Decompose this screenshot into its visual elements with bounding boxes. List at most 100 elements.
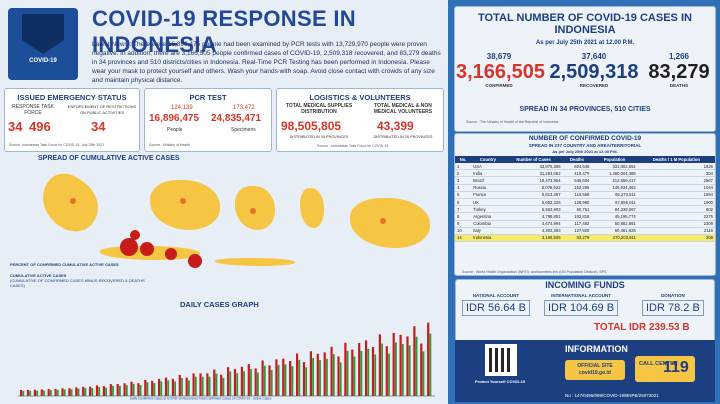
graph-bar (192, 373, 195, 396)
graph-bar (296, 353, 299, 396)
table-cell: 1694 (637, 191, 715, 199)
table-cell: 60,461,826 (591, 227, 638, 235)
graph-bar (378, 334, 381, 396)
indonesia-map (30, 165, 440, 273)
graph-bar (309, 351, 312, 396)
graph-bar (26, 389, 30, 396)
table-cell: 65,273,511 (591, 191, 638, 199)
graph-bar (351, 349, 354, 396)
case-bubble-papua (380, 218, 386, 224)
table-cell: 4 (455, 184, 472, 192)
graph-bar-recovered (125, 385, 128, 396)
graph-bar-recovered (263, 365, 266, 396)
table-cell: 2275 (637, 212, 715, 221)
graph-bar-recovered (250, 368, 252, 396)
graph-bar-recovered (146, 382, 149, 396)
table-cell: 7 (455, 205, 472, 214)
logistics-title: LOGISTICS & VOLUNTEERS (309, 93, 411, 102)
map-legend: PERCENT OF CONFIRMED CUMULATIVE ACTIVE C… (10, 262, 150, 288)
graph-bar-recovered (367, 348, 370, 396)
graph-bar (275, 359, 278, 396)
graph-bar-recovered (429, 333, 432, 396)
header-deaths-per-million: Deaths / 1 M Population (637, 156, 715, 163)
table-cell: 212,559,417 (591, 176, 638, 185)
graph-bar (227, 367, 230, 396)
papua-island (350, 198, 430, 248)
graph-bar-recovered (229, 371, 232, 396)
call-center-button[interactable]: CALL CENTER 119 (635, 356, 695, 382)
graph-bar (158, 378, 161, 396)
table-cell: 5 (455, 191, 472, 199)
table-subtitle: SPREAD IN 237 COUNTRY AND AREA/TERRITORI… (528, 142, 642, 148)
emergency-title: ISSUED EMERGENCY STATUS (17, 93, 127, 102)
graph-bar-recovered (43, 390, 45, 396)
table-header: No. Country Number of Cases Deaths Popul… (455, 156, 715, 163)
graph-bar-recovered (339, 362, 342, 396)
table-cell: 602 (637, 205, 715, 214)
qr-code-icon[interactable] (485, 344, 517, 376)
graph-bar-recovered (374, 354, 377, 396)
table-cell: 1,380,004,385 (591, 169, 638, 178)
donation-value: IDR 78.2 B (642, 300, 704, 316)
table-row: 4 Russia 6,078,522 152,296 145,934,462 1044 (455, 184, 715, 192)
table-row: 10 Italy 4,302,393 127,920 60,461,826 2116 (455, 227, 715, 235)
table-title-block: NUMBER OF CONFIRMED COVID-19 SPREAD IN 2… (458, 135, 712, 156)
case-bubble-jakarta (120, 238, 138, 256)
table-cell: 308 (637, 234, 715, 243)
graph-bar (199, 373, 202, 396)
table-cell: 419,470 (562, 169, 592, 178)
graph-bar-recovered (422, 351, 425, 396)
graph-bar (137, 383, 140, 396)
table-cell: 152,296 (562, 184, 592, 192)
graph-bar (82, 386, 85, 396)
logo: COVID-19 (8, 8, 78, 80)
graph-bar (406, 336, 409, 396)
graph-bar-recovered (319, 360, 321, 396)
case-bubble-central-java (165, 248, 177, 260)
deaths-value: 83,279 (648, 61, 710, 83)
case-bubble-sulawesi (250, 208, 256, 214)
funds-total: TOTAL IDR 239.53 B (594, 322, 690, 333)
supplies-note: DISTRIBUTED IN 34 PROVINCES (289, 135, 349, 139)
graph-bar-recovered (91, 388, 94, 396)
task-force-label: RESPONSE TASK FORCE (12, 104, 54, 116)
restrictions-label: ENFORCEMENT OF RESTRICTIONS ON PUBLIC AC… (67, 104, 137, 115)
table-cell: 2116 (637, 227, 715, 235)
graph-bar (289, 360, 292, 396)
table-title: NUMBER OF CONFIRMED COVID-19 (528, 135, 642, 142)
graph-bar (95, 385, 99, 396)
graph-bar-recovered (188, 380, 190, 396)
graph-bar (282, 358, 285, 396)
graph-bar-recovered (346, 350, 349, 396)
graph-bar-recovered (360, 350, 363, 396)
site-url: covid19.go.id (579, 370, 611, 376)
supplies-value: 98,505,805 (281, 119, 342, 133)
graph-bar (213, 369, 216, 396)
table-cell: 1044 (637, 184, 715, 192)
table-row: 6 UK 5,602,325 128,980 67,886,011 1900 (455, 198, 715, 207)
pcr-test-panel: PCR TEST 124,139 173,472 16,896,475 24,8… (144, 88, 272, 152)
funds-title: INCOMING FUNDS (545, 280, 625, 290)
graph-bar-recovered (215, 373, 218, 396)
table-cell: 2309 (637, 220, 715, 228)
pcr-people: 16,896,475 (149, 113, 200, 124)
information-card: Protect Yourself COVID-19 INFORMATION OF… (455, 340, 715, 402)
case-bubble-banten (130, 230, 140, 240)
latest-news: Latest News : There were 16,896,475 peop… (92, 41, 441, 84)
graph-bar (20, 390, 23, 396)
page-title: COVID-19 RESPONSE IN INDONESIA (92, 6, 356, 57)
table-cell: 10 (455, 227, 472, 235)
logistics-panel: LOGISTICS & VOLUNTEERS TOTAL MEDICAL SUP… (276, 88, 444, 152)
graph-bar-recovered (408, 345, 411, 396)
header-no: No. (455, 156, 472, 163)
official-site-link[interactable]: OFFICIAL SITE covid19.go.id (565, 360, 625, 380)
graph-bar (261, 360, 264, 396)
graph-bar-recovered (326, 358, 328, 396)
graph-bar-recovered (22, 390, 25, 396)
table-cell: 50,882,891 (591, 220, 638, 228)
pcr-title: PCR TEST (189, 93, 227, 102)
table-cell: 4,302,393 (504, 227, 563, 235)
graph-bar (371, 347, 375, 396)
table-cell: 33,875,395 (504, 163, 563, 171)
graph-bar-recovered (415, 336, 418, 396)
